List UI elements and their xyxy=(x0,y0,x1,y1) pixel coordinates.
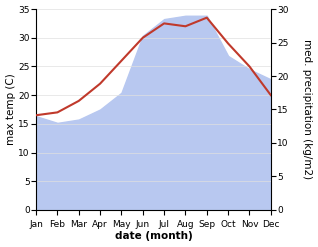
X-axis label: date (month): date (month) xyxy=(114,231,192,242)
Y-axis label: max temp (C): max temp (C) xyxy=(5,74,16,145)
Y-axis label: med. precipitation (kg/m2): med. precipitation (kg/m2) xyxy=(302,40,313,180)
